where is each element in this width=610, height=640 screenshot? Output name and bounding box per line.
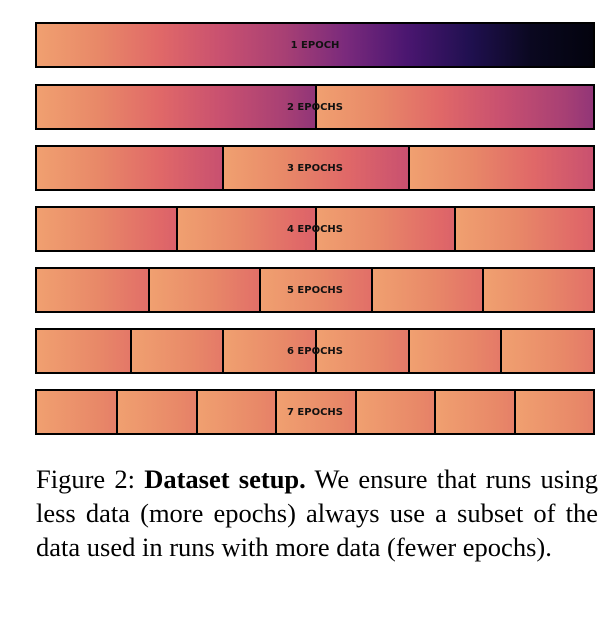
- data-segment: [222, 330, 315, 372]
- data-segment: [407, 330, 501, 372]
- data-segment: [275, 391, 355, 433]
- caption-prefix: Figure 2:: [36, 464, 145, 494]
- data-segment: [176, 208, 315, 250]
- data-segment: [116, 391, 196, 433]
- figure-caption: Figure 2: Dataset setup. We ensure that …: [36, 462, 598, 564]
- epoch-bar-1: 1 EPOCH: [35, 22, 595, 68]
- data-segment: [407, 147, 593, 189]
- data-segment: [500, 330, 593, 372]
- epoch-bar-3: 3 EPOCHS: [35, 145, 595, 191]
- data-segment: [148, 269, 260, 311]
- data-segment: [259, 269, 371, 311]
- data-segment: [481, 269, 593, 311]
- data-segment: [314, 330, 408, 372]
- epoch-bar-2: 2 EPOCHS: [35, 84, 595, 130]
- data-segment: [195, 391, 276, 433]
- data-segment: [370, 269, 482, 311]
- data-segment: [37, 86, 315, 128]
- data-segment: [37, 391, 117, 433]
- data-segment: [454, 208, 593, 250]
- data-segment: [315, 86, 593, 128]
- caption-title: Dataset setup.: [144, 464, 306, 494]
- data-segment: [37, 330, 130, 372]
- data-segment: [129, 330, 223, 372]
- data-segment: [37, 269, 149, 311]
- data-segment: [222, 147, 408, 189]
- epoch-bar-4: 4 EPOCHS: [35, 206, 595, 252]
- caption-text: We ensure that runs using less data (mor…: [36, 464, 598, 562]
- data-segment: [37, 208, 176, 250]
- data-segment: [37, 147, 223, 189]
- epoch-bar-7: 7 EPOCHS: [35, 389, 595, 435]
- epoch-bar-6: 6 EPOCHS: [35, 328, 595, 374]
- data-segment: [434, 391, 514, 433]
- data-segment: [513, 391, 593, 433]
- epoch-bar-5: 5 EPOCHS: [35, 267, 595, 313]
- data-segment: [354, 391, 435, 433]
- data-segment: [315, 208, 454, 250]
- data-segment: [37, 24, 593, 66]
